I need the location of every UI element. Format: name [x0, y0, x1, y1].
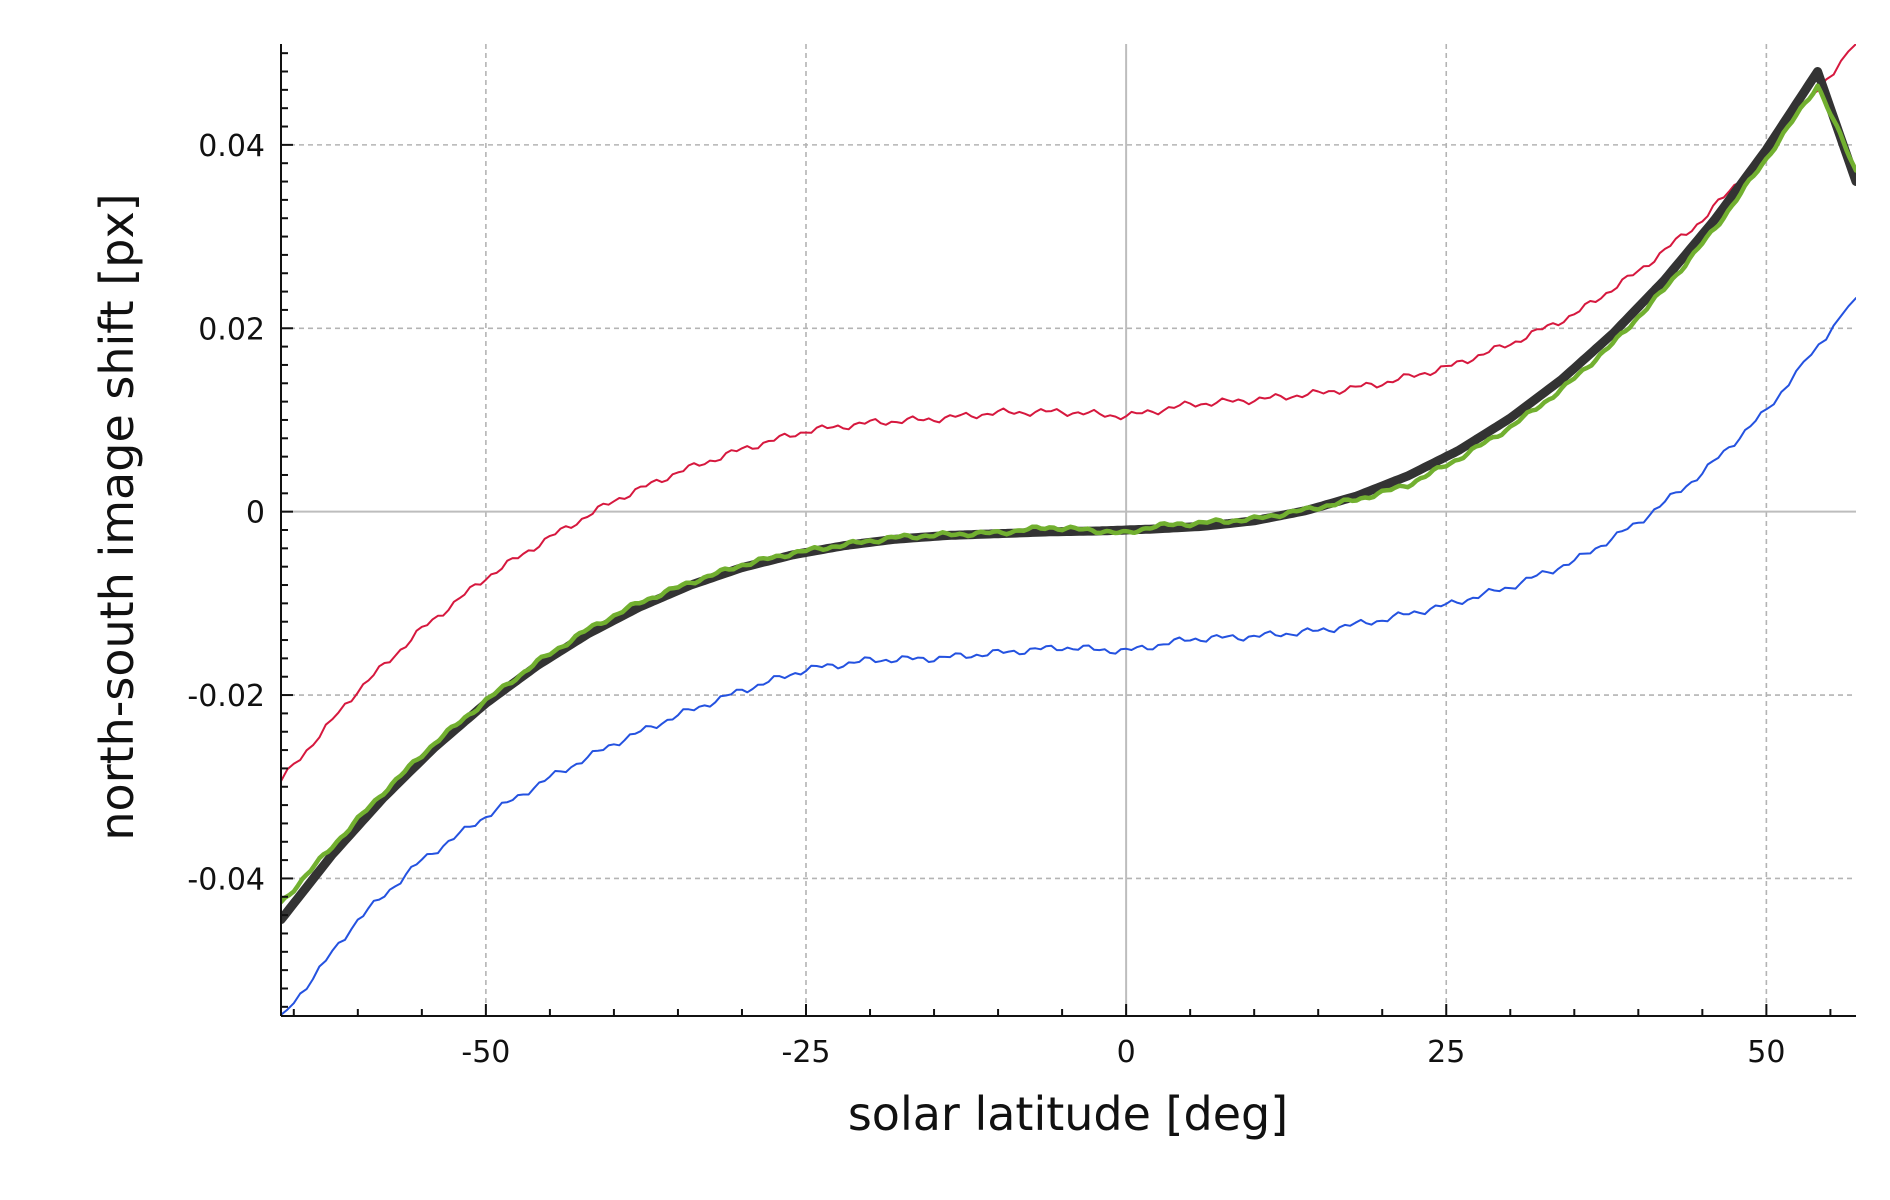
- series-line-4: [281, 83, 1856, 905]
- series-line-3: [281, 67, 1856, 925]
- series-line-1: [281, 44, 1856, 783]
- y-tick-label: -0.02: [187, 679, 265, 714]
- y-tick-label: -0.04: [187, 862, 265, 897]
- y-axis-title: north-south image shift [px]: [90, 193, 144, 840]
- x-tick-labels: -50 -25 0 25 50: [461, 1035, 1785, 1070]
- y-tick-labels: -0.04 -0.02 0 0.02 0.04: [187, 129, 265, 898]
- x-tick-label: 25: [1427, 1035, 1465, 1070]
- grid: [281, 44, 1856, 1016]
- x-tick-label: -50: [461, 1035, 510, 1070]
- series-layer: [281, 44, 1856, 1016]
- x-axis-title: solar latitude [deg]: [848, 1087, 1288, 1141]
- x-tick-label: -25: [782, 1035, 831, 1070]
- series-line-2: [281, 297, 1856, 1016]
- x-tick-label: 0: [1117, 1035, 1136, 1070]
- x-tick-label: 50: [1747, 1035, 1785, 1070]
- y-tick-label: 0: [246, 496, 265, 531]
- y-tick-label: 0.04: [198, 129, 265, 164]
- axes: [280, 44, 1856, 1017]
- y-tick-label: 0.02: [198, 312, 265, 347]
